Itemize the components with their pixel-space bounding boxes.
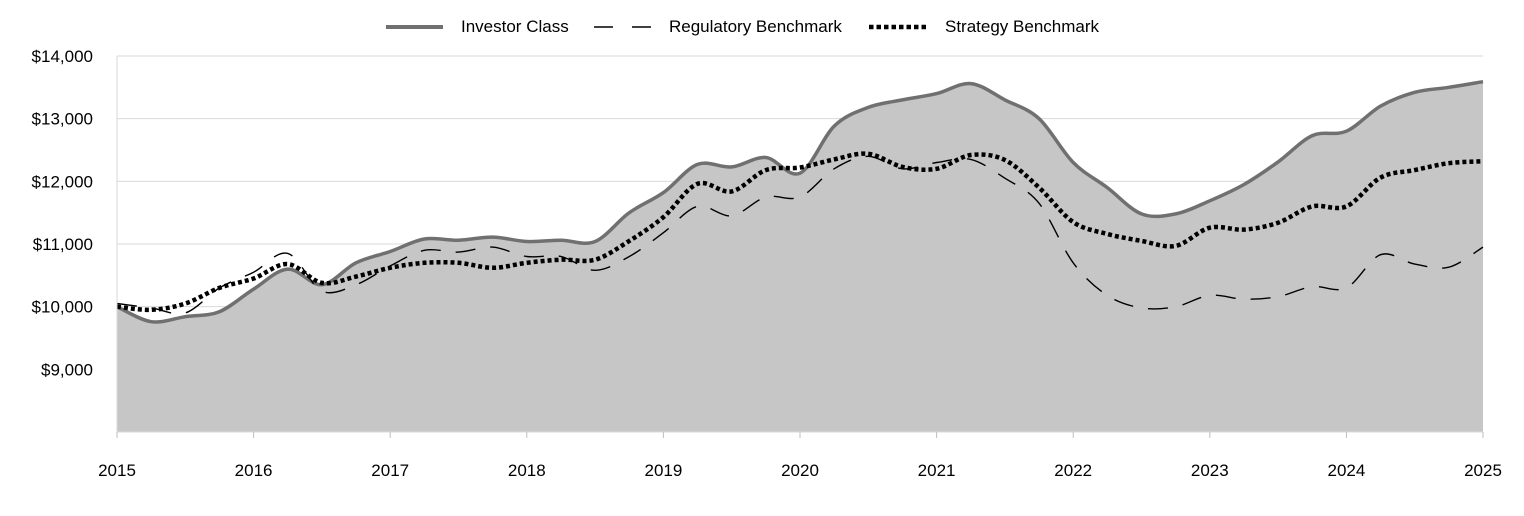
x-tick-label: 2015 (98, 461, 136, 480)
x-tick-label: 2016 (235, 461, 273, 480)
chart-legend: Investor Class Regulatory Benchmark Stra… (386, 17, 1100, 36)
plot-area (116, 79, 1484, 432)
legend-label-regulatory-benchmark: Regulatory Benchmark (669, 17, 842, 36)
x-tick-label: 2023 (1191, 461, 1229, 480)
y-tick-label: $12,000 (32, 172, 93, 191)
x-tick-label: 2017 (371, 461, 409, 480)
legend-label-investor-class: Investor Class (461, 17, 569, 36)
line-investor-class (116, 79, 1484, 324)
area-investor-class (117, 81, 1483, 432)
x-tick-label: 2021 (918, 461, 956, 480)
x-tick-label: 2019 (644, 461, 682, 480)
y-tick-label: $9,000 (41, 360, 93, 379)
y-tick-label: $10,000 (32, 298, 93, 317)
line-regulatory-benchmark (116, 155, 1484, 315)
y-tick-label: $14,000 (32, 47, 93, 66)
y-tick-label: $13,000 (32, 110, 93, 129)
x-tick-label: 2025 (1464, 461, 1502, 480)
y-tick-label: $11,000 (33, 235, 93, 254)
chart-axes: $9,000 $10,000 $11,000 $12,000 $13,000 $14,00… (32, 47, 1502, 480)
legend-label-strategy-benchmark: Strategy Benchmark (945, 17, 1100, 36)
x-tick-label: 2018 (508, 461, 546, 480)
x-tick-label: 2024 (1327, 461, 1365, 480)
x-tick-label: 2022 (1054, 461, 1092, 480)
x-tick-label: 2020 (781, 461, 819, 480)
